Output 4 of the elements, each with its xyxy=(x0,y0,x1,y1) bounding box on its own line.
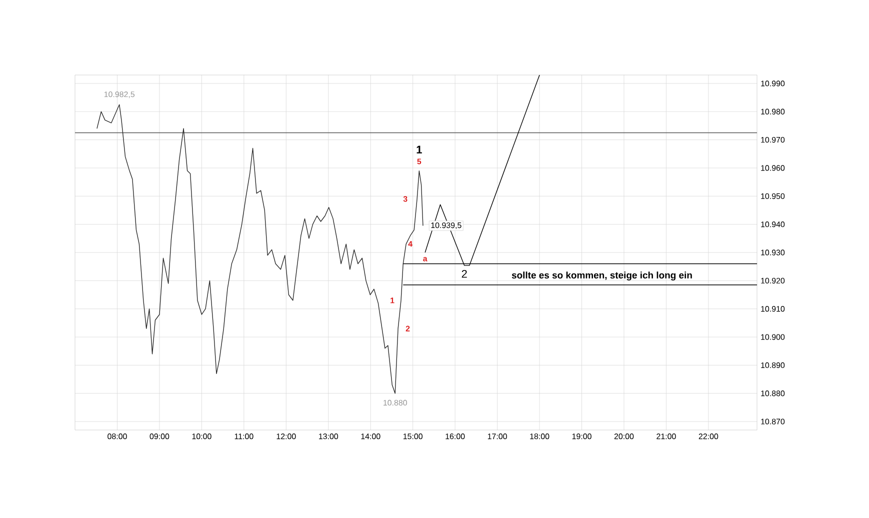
annotation: 1 xyxy=(416,146,422,154)
line-series xyxy=(96,104,424,394)
annotation: 2 xyxy=(462,270,467,278)
annotation: sollte es so kommen, steige ich long ein xyxy=(512,272,692,280)
